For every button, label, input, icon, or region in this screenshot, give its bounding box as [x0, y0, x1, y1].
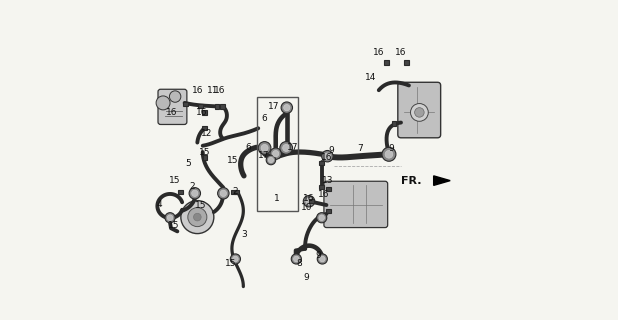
Text: 9: 9 [303, 273, 309, 282]
Bar [256, 97, 298, 211]
Text: 2: 2 [190, 182, 195, 191]
Text: 9: 9 [315, 251, 321, 260]
Text: 11: 11 [207, 86, 218, 95]
Circle shape [284, 105, 290, 111]
Text: 16: 16 [192, 86, 203, 95]
Bar [310, 199, 314, 204]
Circle shape [231, 254, 240, 264]
FancyBboxPatch shape [324, 181, 387, 228]
Circle shape [303, 196, 315, 207]
Text: 6: 6 [246, 143, 252, 152]
Circle shape [218, 188, 229, 199]
Bar [405, 60, 409, 65]
Circle shape [319, 215, 324, 220]
Circle shape [415, 108, 424, 117]
Text: 16: 16 [196, 108, 208, 117]
Text: 16: 16 [396, 48, 407, 57]
Text: 16: 16 [318, 190, 329, 199]
FancyBboxPatch shape [398, 82, 441, 138]
Circle shape [167, 215, 173, 220]
Text: 17: 17 [287, 143, 298, 152]
Circle shape [188, 208, 207, 227]
Text: 17: 17 [268, 102, 280, 111]
Text: 15: 15 [227, 156, 239, 164]
Circle shape [165, 213, 175, 223]
Text: 8: 8 [296, 259, 302, 268]
Bar [320, 161, 324, 165]
Circle shape [281, 102, 292, 113]
Circle shape [294, 256, 299, 262]
Circle shape [291, 254, 302, 264]
Bar [202, 110, 206, 115]
Circle shape [282, 144, 290, 151]
Text: 9: 9 [328, 146, 334, 155]
Circle shape [258, 142, 271, 154]
Circle shape [261, 144, 268, 151]
Text: 16: 16 [166, 108, 178, 117]
Text: FR.: FR. [401, 176, 421, 186]
Bar [215, 105, 219, 109]
Text: 9: 9 [389, 144, 394, 153]
Circle shape [322, 150, 333, 162]
Text: 16: 16 [373, 48, 384, 57]
Circle shape [193, 213, 201, 221]
Bar [234, 189, 239, 194]
Text: 6: 6 [261, 114, 268, 123]
Bar [384, 60, 389, 65]
Circle shape [181, 201, 214, 234]
Circle shape [273, 150, 279, 157]
Text: 17: 17 [258, 151, 269, 160]
Text: 15: 15 [224, 259, 236, 268]
Circle shape [156, 96, 170, 110]
Bar [326, 209, 331, 213]
Text: 15: 15 [167, 220, 179, 229]
Bar [231, 189, 235, 194]
Text: 15: 15 [198, 148, 210, 157]
Circle shape [324, 153, 331, 159]
Circle shape [306, 198, 312, 204]
Text: 13: 13 [321, 176, 333, 185]
Circle shape [317, 254, 328, 264]
Text: 12: 12 [201, 129, 213, 138]
Circle shape [385, 150, 393, 158]
Bar [320, 185, 324, 189]
Circle shape [266, 155, 276, 165]
Bar [183, 102, 187, 106]
Text: 2: 2 [232, 187, 238, 196]
FancyBboxPatch shape [158, 89, 187, 124]
Bar [392, 121, 396, 126]
Text: 16: 16 [303, 194, 315, 203]
Circle shape [410, 104, 428, 121]
Text: 14: 14 [365, 73, 376, 82]
Text: 15: 15 [169, 176, 181, 185]
Text: 4: 4 [156, 200, 162, 209]
Circle shape [189, 188, 200, 199]
Bar [179, 189, 183, 194]
Bar [202, 126, 206, 131]
Circle shape [232, 256, 238, 262]
Circle shape [192, 190, 198, 196]
Circle shape [316, 213, 327, 223]
Circle shape [280, 142, 292, 154]
Circle shape [268, 157, 274, 163]
Text: 5: 5 [185, 159, 191, 168]
Text: 10: 10 [301, 203, 312, 212]
Text: 16: 16 [214, 86, 226, 95]
Text: 1: 1 [274, 194, 280, 203]
Bar [326, 187, 331, 191]
Bar [203, 155, 208, 160]
Bar [198, 104, 203, 108]
Text: 16: 16 [321, 153, 332, 162]
Polygon shape [434, 176, 450, 185]
Text: 3: 3 [241, 230, 247, 239]
Circle shape [220, 190, 226, 196]
Circle shape [382, 147, 396, 161]
Circle shape [270, 148, 281, 159]
Text: 7: 7 [357, 144, 363, 153]
Text: 15: 15 [195, 202, 207, 211]
Bar [221, 105, 225, 109]
Circle shape [169, 91, 181, 102]
Circle shape [320, 256, 325, 262]
